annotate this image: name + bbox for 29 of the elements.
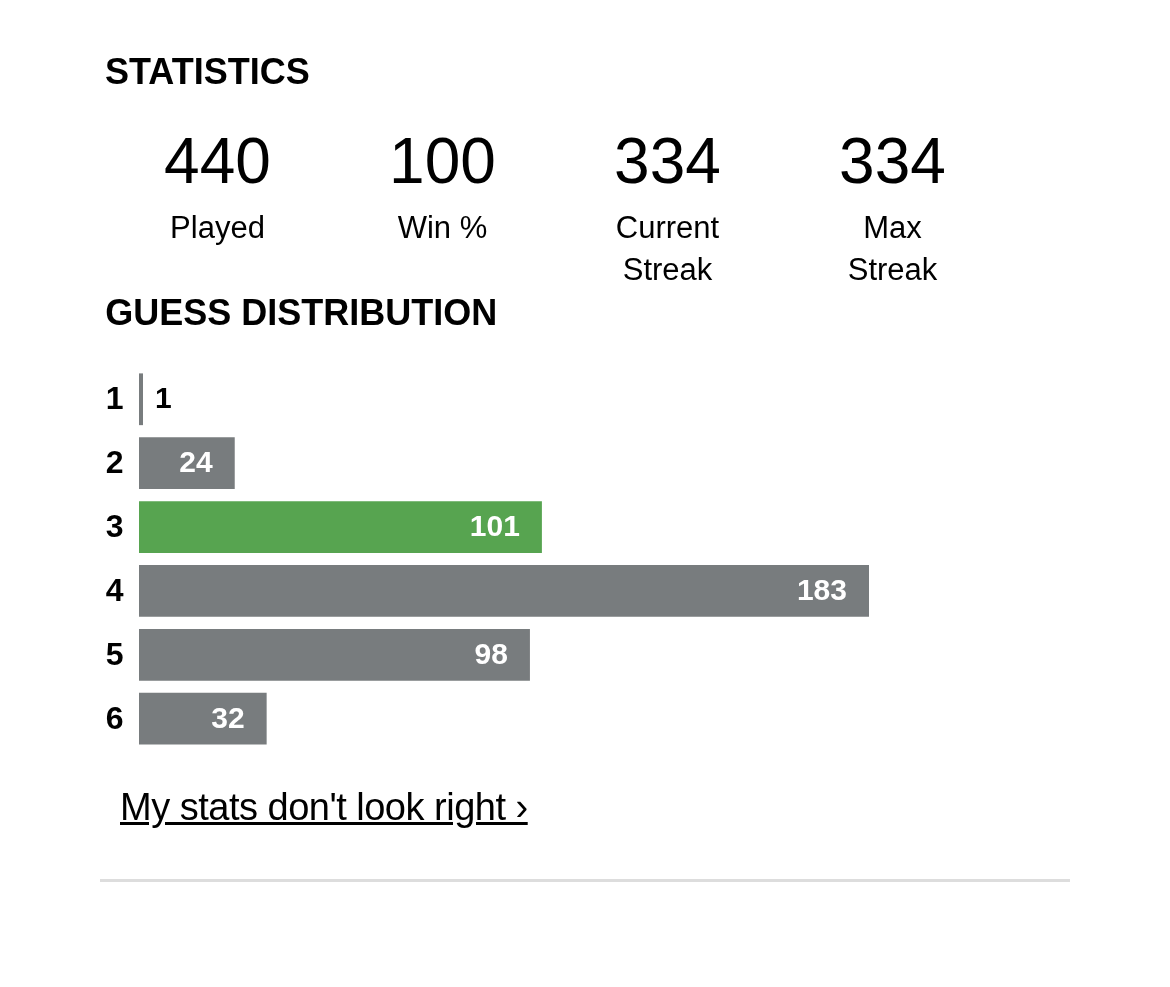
bar [139, 565, 869, 617]
category-label: Played [170, 210, 265, 245]
bar [139, 692, 267, 745]
bar [139, 628, 530, 681]
bar [139, 437, 235, 490]
y-tick-label: 1 [105, 380, 124, 417]
data-label: 24 [179, 445, 214, 479]
data-label: 101 [469, 509, 520, 543]
data-label: 98 [474, 636, 508, 670]
y-tick-label: 4 [105, 571, 124, 608]
chart-title: GUESS DISTRIBUTION [105, 292, 498, 333]
category-label: Win % [397, 210, 488, 245]
data-label: 1 [154, 381, 172, 415]
bar [139, 373, 143, 426]
text: STATISTICS [105, 51, 310, 92]
y-tick-label: 6 [105, 699, 124, 736]
data-label: 32 [211, 700, 245, 734]
data-label: 440 [164, 125, 271, 197]
data-label: 334 [839, 125, 946, 197]
y-tick-label: 3 [105, 508, 124, 545]
y-tick-label: 5 [105, 635, 124, 672]
text: My stats don't look right › [120, 786, 529, 829]
data-label: 334 [614, 125, 721, 197]
category-label: Current Streak [615, 210, 720, 287]
data-label: 183 [796, 572, 847, 606]
y-tick-label: 2 [105, 444, 124, 481]
data-label: 100 [389, 125, 496, 197]
bar [139, 501, 542, 553]
category-label: Max Streak [847, 210, 938, 287]
